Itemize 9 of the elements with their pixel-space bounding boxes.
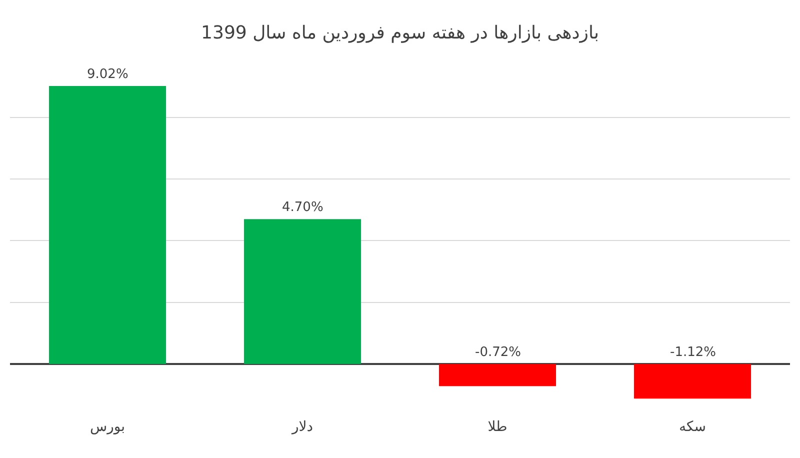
data-label: 9.02%: [87, 67, 128, 82]
data-label: 4.70%: [282, 200, 324, 215]
data-label: -0.72%: [475, 345, 521, 360]
x-tick-label: سکه: [679, 419, 706, 435]
x-tick-label: بورس: [90, 419, 125, 435]
data-label: -1.12%: [670, 345, 716, 360]
chart-title: بازدهی بازارها در هفته سوم فروردین ماه سال 1399: [201, 22, 599, 44]
x-tick-label: طلا: [488, 419, 508, 435]
x-tick-label: دلار: [291, 419, 313, 435]
